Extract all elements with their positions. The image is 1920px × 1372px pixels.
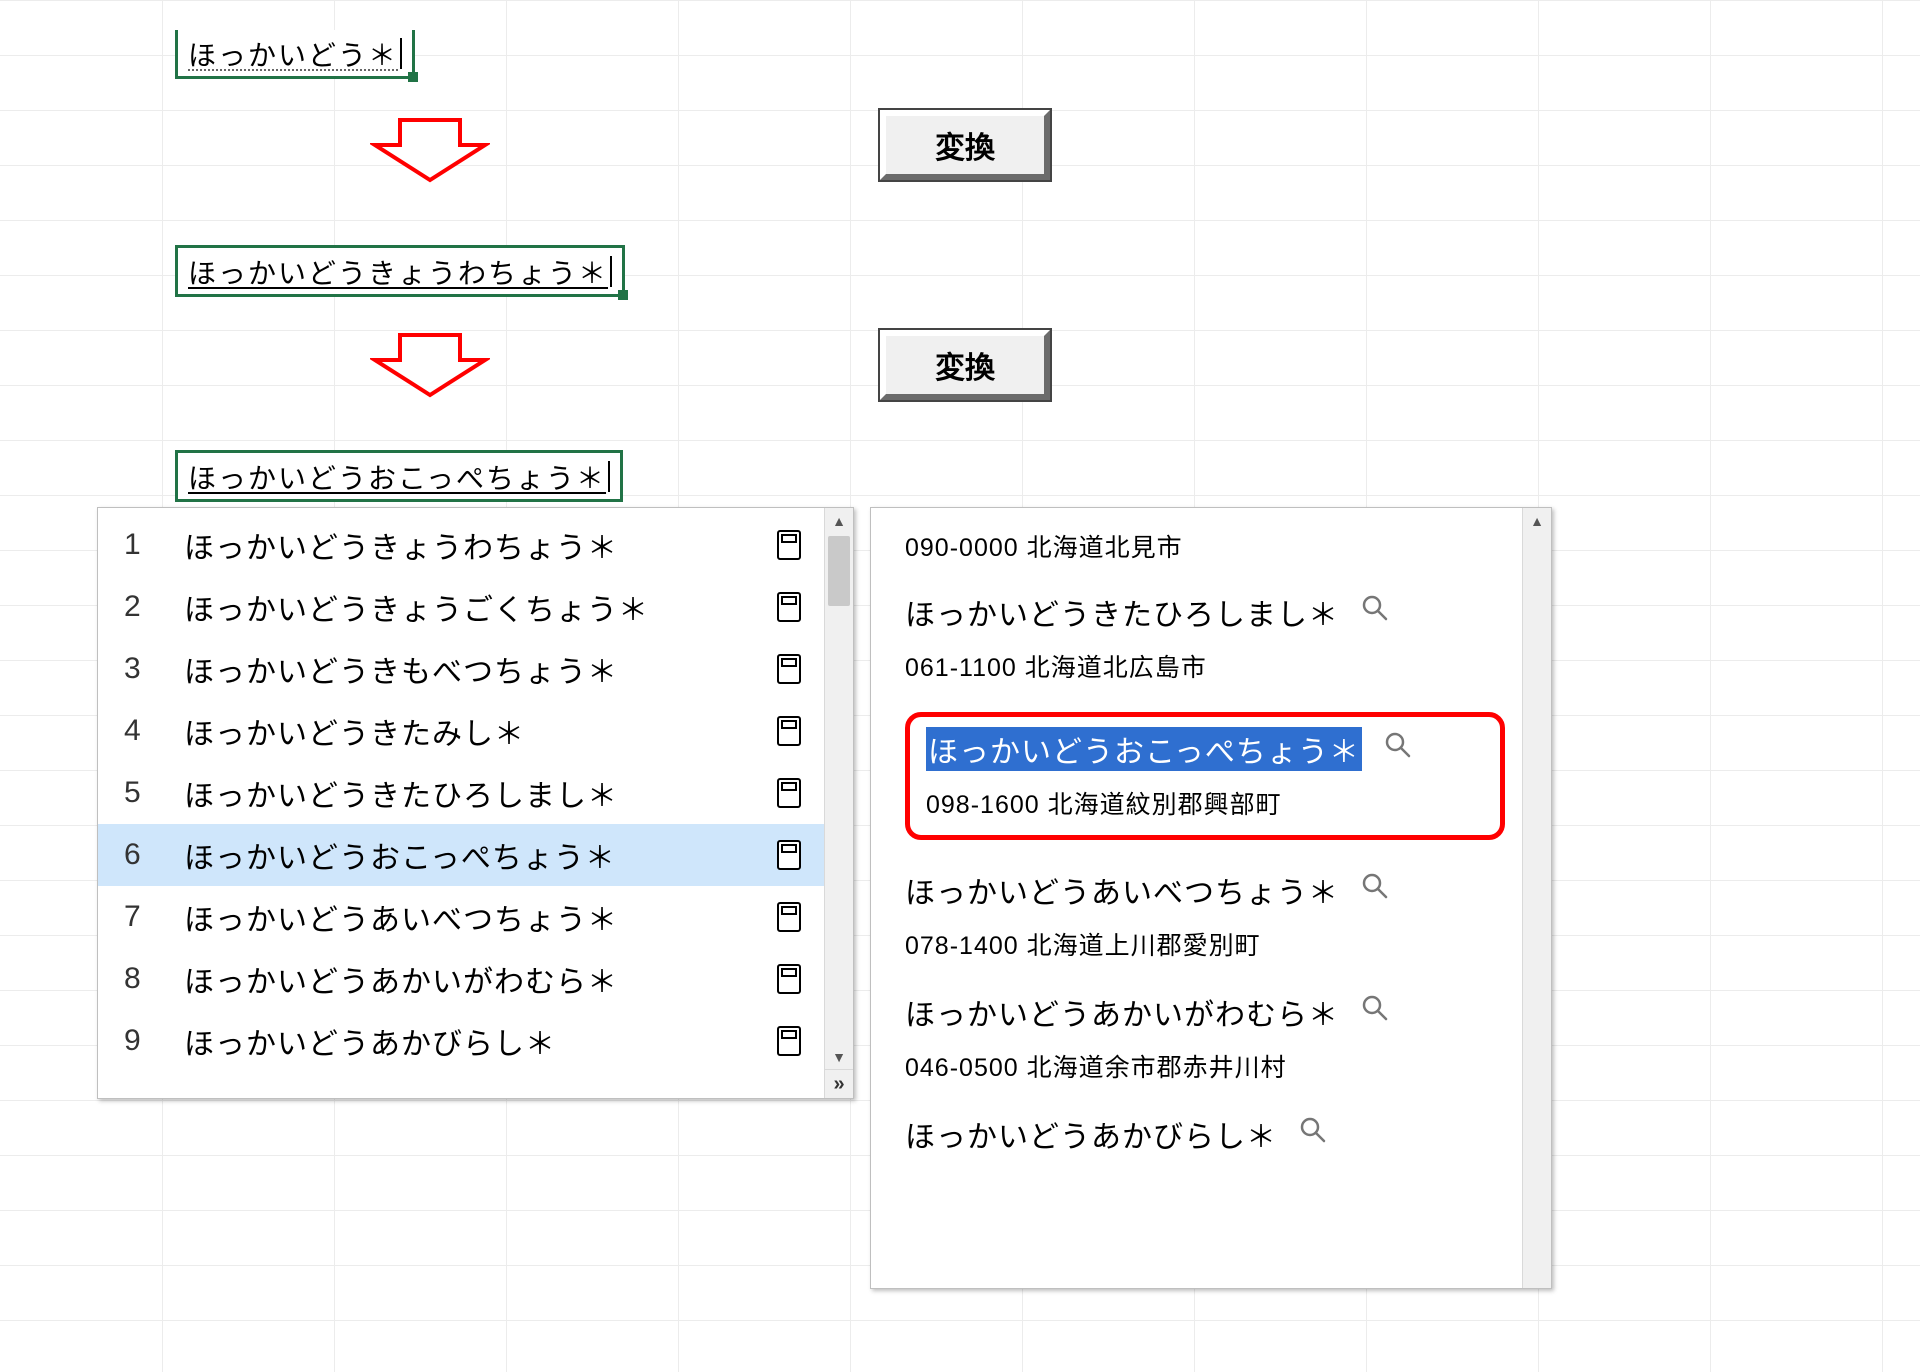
search-icon[interactable] <box>1384 731 1412 767</box>
details-entry[interactable]: ほっかいどうきたひろしまし＊ 061-1100 北海道北広島市 <box>905 590 1505 684</box>
ime-candidate-text: ほっかいどうきたひろしまし＊ <box>184 771 744 815</box>
details-entry[interactable]: ほっかいどうあかいがわむら＊ 046-0500 北海道余市郡赤井川村 <box>905 990 1505 1084</box>
search-icon[interactable] <box>1361 994 1389 1030</box>
dictionary-icon[interactable] <box>774 775 804 811</box>
dictionary-icon[interactable] <box>774 1023 804 1059</box>
details-postal: 090-0000 北海道北見市 <box>905 528 1505 564</box>
fill-handle[interactable] <box>408 72 418 82</box>
dictionary-icon[interactable] <box>774 527 804 563</box>
details-entry-highlighted[interactable]: ほっかいどうおこっぺちょう＊ 098-1600 北海道紋別郡興部町 <box>905 712 1505 840</box>
ime-candidate-text: ほっかいどうおこっぺちょう＊ <box>184 833 744 877</box>
search-icon[interactable] <box>1299 1116 1327 1152</box>
dictionary-icon[interactable] <box>774 961 804 997</box>
dictionary-icon[interactable] <box>774 651 804 687</box>
ime-candidate-number: 7 <box>124 900 154 934</box>
henkan-key[interactable]: 変換 <box>880 110 1050 180</box>
ime-candidate-text: ほっかいどうあいべつちょう＊ <box>184 895 744 939</box>
details-postal: 061-1100 北海道北広島市 <box>905 648 1505 684</box>
ime-candidate-item[interactable]: 4 ほっかいどうきたみし＊ <box>98 700 824 762</box>
details-scrollbar[interactable]: ▲ <box>1522 508 1551 1288</box>
ime-candidate-item[interactable]: 2 ほっかいどうきょうごくちょう＊ <box>98 576 824 638</box>
ime-candidate-item[interactable]: 6 ほっかいどうおこっぺちょう＊ <box>98 824 824 886</box>
ime-details-pane: 090-0000 北海道北見市ほっかいどうきたひろしまし＊ 061-1100 北海… <box>870 507 1552 1289</box>
ime-candidate-number: 6 <box>124 838 154 872</box>
henkan-key[interactable]: 変換 <box>880 330 1050 400</box>
cell-input-1[interactable]: ほっかいどう＊ <box>175 30 415 79</box>
ime-candidate-number: 5 <box>124 776 154 810</box>
scroll-thumb[interactable] <box>828 536 850 606</box>
ime-candidate-number: 1 <box>124 528 154 562</box>
details-reading: ほっかいどうあかびらし＊ <box>905 1112 1505 1156</box>
details-reading-text: ほっかいどうあかびらし＊ <box>905 1112 1277 1156</box>
ime-candidate-item[interactable]: 8 ほっかいどうあかいがわむら＊ <box>98 948 824 1010</box>
scroll-down-icon[interactable]: ▼ <box>825 1044 853 1070</box>
cell-input-2-text: ほっかいどうきょうわちょう＊ <box>188 258 608 289</box>
cell-input-3-text: ほっかいどうおこっぺちょう＊ <box>188 463 606 494</box>
ime-candidate-number: 3 <box>124 652 154 686</box>
details-entry[interactable]: ほっかいどうあいべつちょう＊ 078-1400 北海道上川郡愛別町 <box>905 868 1505 962</box>
ime-candidate-text: ほっかいどうきたみし＊ <box>184 709 744 753</box>
scroll-up-icon[interactable]: ▲ <box>825 508 853 534</box>
ime-candidate-number: 8 <box>124 962 154 996</box>
ime-candidate-number: 2 <box>124 590 154 624</box>
details-postal: 078-1400 北海道上川郡愛別町 <box>905 926 1505 962</box>
dictionary-icon[interactable] <box>774 899 804 935</box>
ime-candidate-item[interactable]: 3 ほっかいどうきもべつちょう＊ <box>98 638 824 700</box>
expand-icon[interactable]: » <box>825 1069 853 1098</box>
ime-candidate-text: ほっかいどうあかびらし＊ <box>184 1019 744 1063</box>
henkan-key-label: 変換 <box>935 343 995 387</box>
caret <box>400 38 402 69</box>
ime-candidate-list: 1 ほっかいどうきょうわちょう＊ 2 ほっかいどうきょうごくちょう＊ 3 ほっかいどうきも… <box>98 508 824 1098</box>
ime-candidate-item[interactable]: 7 ほっかいどうあいべつちょう＊ <box>98 886 824 948</box>
ime-candidate-text: ほっかいどうきょうわちょう＊ <box>184 523 744 567</box>
ime-scrollbar[interactable]: ▲ ▼ » <box>824 508 853 1098</box>
ime-candidate-window: 1 ほっかいどうきょうわちょう＊ 2 ほっかいどうきょうごくちょう＊ 3 ほっかいどうきも… <box>97 507 854 1099</box>
details-entry[interactable]: ほっかいどうあかびらし＊ <box>905 1112 1505 1156</box>
search-icon[interactable] <box>1361 594 1389 630</box>
details-reading: ほっかいどうあかいがわむら＊ <box>905 990 1505 1034</box>
caret <box>608 461 610 492</box>
cell-input-1-text: ほっかいどう＊ <box>188 40 398 71</box>
search-icon[interactable] <box>1361 872 1389 908</box>
details-reading: ほっかいどうあいべつちょう＊ <box>905 868 1505 912</box>
caret <box>610 256 612 287</box>
ime-body: 1 ほっかいどうきょうわちょう＊ 2 ほっかいどうきょうごくちょう＊ 3 ほっかいどうきも… <box>98 508 853 1098</box>
fill-handle[interactable] <box>618 290 628 300</box>
cell-input-3[interactable]: ほっかいどうおこっぺちょう＊ <box>175 450 623 502</box>
henkan-key-label: 変換 <box>935 123 995 167</box>
down-arrow-icon <box>370 115 490 185</box>
ime-details-body: 090-0000 北海道北見市ほっかいどうきたひろしまし＊ 061-1100 北海… <box>871 508 1523 1288</box>
ime-candidate-number: 9 <box>124 1024 154 1058</box>
ime-candidate-number: 4 <box>124 714 154 748</box>
dictionary-icon[interactable] <box>774 713 804 749</box>
details-reading-text: ほっかいどうきたひろしまし＊ <box>905 590 1339 634</box>
ime-candidate-item[interactable]: 5 ほっかいどうきたひろしまし＊ <box>98 762 824 824</box>
details-reading-text: ほっかいどうあかいがわむら＊ <box>905 990 1339 1034</box>
dictionary-icon[interactable] <box>774 589 804 625</box>
ime-candidate-item[interactable]: 9 ほっかいどうあかびらし＊ <box>98 1010 824 1072</box>
details-postal: 046-0500 北海道余市郡赤井川村 <box>905 1048 1505 1084</box>
ime-candidate-text: ほっかいどうあかいがわむら＊ <box>184 957 744 1001</box>
ime-candidate-text: ほっかいどうきもべつちょう＊ <box>184 647 744 691</box>
down-arrow-icon <box>370 330 490 400</box>
cell-input-2[interactable]: ほっかいどうきょうわちょう＊ <box>175 245 625 297</box>
ime-candidate-text: ほっかいどうきょうごくちょう＊ <box>184 585 744 629</box>
details-reading-text: ほっかいどうあいべつちょう＊ <box>905 868 1339 912</box>
details-reading: ほっかいどうきたひろしまし＊ <box>905 590 1505 634</box>
details-postal: 098-1600 北海道紋別郡興部町 <box>926 785 1484 821</box>
dictionary-icon[interactable] <box>774 837 804 873</box>
scroll-up-icon[interactable]: ▲ <box>1523 508 1551 534</box>
details-reading-text: ほっかいどうおこっぺちょう＊ <box>926 727 1362 771</box>
ime-candidate-item[interactable]: 1 ほっかいどうきょうわちょう＊ <box>98 514 824 576</box>
details-reading: ほっかいどうおこっぺちょう＊ <box>926 727 1484 771</box>
